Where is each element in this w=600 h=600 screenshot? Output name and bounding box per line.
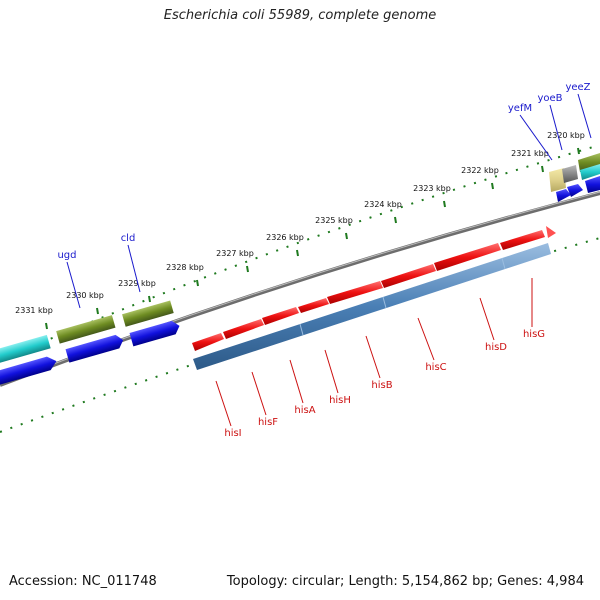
gene-label-cld[interactable]: cld xyxy=(121,233,136,244)
top-label-leader xyxy=(577,93,592,139)
map-title: Escherichia coli 55989, complete genome xyxy=(163,8,437,23)
cyan-gene-left[interactable] xyxy=(0,334,51,372)
top-label-leader xyxy=(66,261,81,309)
bottom-gene-labels: hisI hisF hisA hisH hisB hisC hisD hisG xyxy=(215,278,545,439)
gene-label-yoeB[interactable]: yoeB xyxy=(537,93,562,104)
kbp-tick-label: 2328 kbp xyxy=(166,263,204,272)
tan-gene-yefM[interactable] xyxy=(549,168,566,192)
gene-label-hisH[interactable]: hisH xyxy=(329,395,351,406)
blue-gene-left-1[interactable] xyxy=(0,354,58,393)
grey-gene-yoeB[interactable] xyxy=(562,165,578,183)
gene-label-ugd[interactable]: ugd xyxy=(57,250,76,261)
kbp-tick xyxy=(96,307,99,315)
kbp-tick xyxy=(394,216,397,224)
steel-band-divider-3 xyxy=(501,257,506,270)
bottom-label-leader xyxy=(251,371,267,416)
bottom-label-leader xyxy=(215,380,232,427)
red-gene-4[interactable] xyxy=(298,298,329,313)
kbp-tick-label: 2327 kbp xyxy=(216,249,254,258)
gene-label-hisG[interactable]: hisG xyxy=(523,329,545,340)
top-label-leader xyxy=(519,114,553,161)
kbp-tick-label: 2322 kbp xyxy=(461,166,499,175)
kbp-tick-labels: 2320 kbp 2321 kbp 2322 kbp 2323 kbp 2324 kbp… xyxy=(15,131,585,315)
bottom-label-leader xyxy=(365,335,381,379)
kbp-tick xyxy=(45,322,48,330)
red-gene-2[interactable] xyxy=(223,319,264,339)
gene-label-hisD[interactable]: hisD xyxy=(485,342,507,353)
gene-label-hisB[interactable]: hisB xyxy=(371,380,392,391)
inner-tick-track xyxy=(0,237,600,433)
kbp-tick-label: 2323 kbp xyxy=(413,184,451,193)
red-gene-3[interactable] xyxy=(262,307,299,325)
gene-label-hisI[interactable]: hisI xyxy=(224,428,241,439)
kbp-tick xyxy=(443,200,446,208)
kbp-tick xyxy=(148,295,151,303)
kbp-tick-label: 2324 kbp xyxy=(364,200,402,209)
kbp-tick xyxy=(196,279,199,287)
red-gene-5[interactable] xyxy=(327,281,383,304)
steel-band-divider-2 xyxy=(382,296,387,309)
bottom-label-leader xyxy=(417,317,435,361)
red-gene-7[interactable] xyxy=(434,243,501,271)
his-operon xyxy=(192,226,556,351)
top-label-leader xyxy=(549,104,563,151)
kbp-tick-label: 2331 kbp xyxy=(15,306,53,315)
gene-label-hisC[interactable]: hisC xyxy=(425,362,446,373)
accession-text: Accession: NC_011748 xyxy=(9,574,157,589)
steel-gene-band[interactable] xyxy=(193,243,551,370)
kbp-tick xyxy=(246,265,249,273)
blue-gene-left-2[interactable] xyxy=(65,333,126,363)
bottom-label-leader xyxy=(324,349,339,394)
bottom-label-leader xyxy=(479,297,495,341)
kbp-tick-label: 2326 kbp xyxy=(266,233,304,242)
blue-gene-left-3[interactable] xyxy=(129,319,182,347)
gene-label-hisF[interactable]: hisF xyxy=(258,417,278,428)
steel-band-divider-1 xyxy=(299,323,304,336)
left-gene-band xyxy=(0,300,182,393)
bottom-label-leader xyxy=(289,359,304,404)
gene-label-yeeZ[interactable]: yeeZ xyxy=(565,82,590,93)
kbp-tick-label: 2320 kbp xyxy=(547,131,585,140)
kbp-tick xyxy=(577,147,580,155)
kbp-tick xyxy=(541,165,544,173)
kbp-tick xyxy=(296,249,299,257)
blue-gene-top-right-1[interactable] xyxy=(556,189,571,202)
olive-gene-cld[interactable] xyxy=(122,300,174,327)
kbp-tick xyxy=(491,182,494,190)
kbp-tick-label: 2330 kbp xyxy=(66,291,104,300)
blue-gene-top-right-2[interactable] xyxy=(567,184,583,197)
kbp-tick-label: 2325 kbp xyxy=(315,216,353,225)
kbp-tick xyxy=(345,232,348,240)
olive-gene-ugd[interactable] xyxy=(56,315,116,344)
kbp-tick-label: 2329 kbp xyxy=(118,279,156,288)
top-label-leader xyxy=(127,244,141,293)
red-gene-6[interactable] xyxy=(381,264,436,288)
red-gene-8[interactable] xyxy=(500,230,545,250)
top-right-gene-cluster xyxy=(549,153,600,202)
gene-label-yefM[interactable]: yefM xyxy=(508,103,532,114)
gene-label-hisA[interactable]: hisA xyxy=(294,405,315,416)
red-gene-tip[interactable] xyxy=(546,226,556,238)
kbp-tick-label: 2321 kbp xyxy=(511,149,549,158)
blue-gene-top-right-3[interactable] xyxy=(585,176,600,193)
kbp-ticks xyxy=(45,147,580,330)
genome-stats-text: Topology: circular; Length: 5,154,862 bp… xyxy=(226,574,584,589)
cyan-gene-top-right[interactable] xyxy=(580,164,600,180)
red-gene-1[interactable] xyxy=(192,333,224,351)
